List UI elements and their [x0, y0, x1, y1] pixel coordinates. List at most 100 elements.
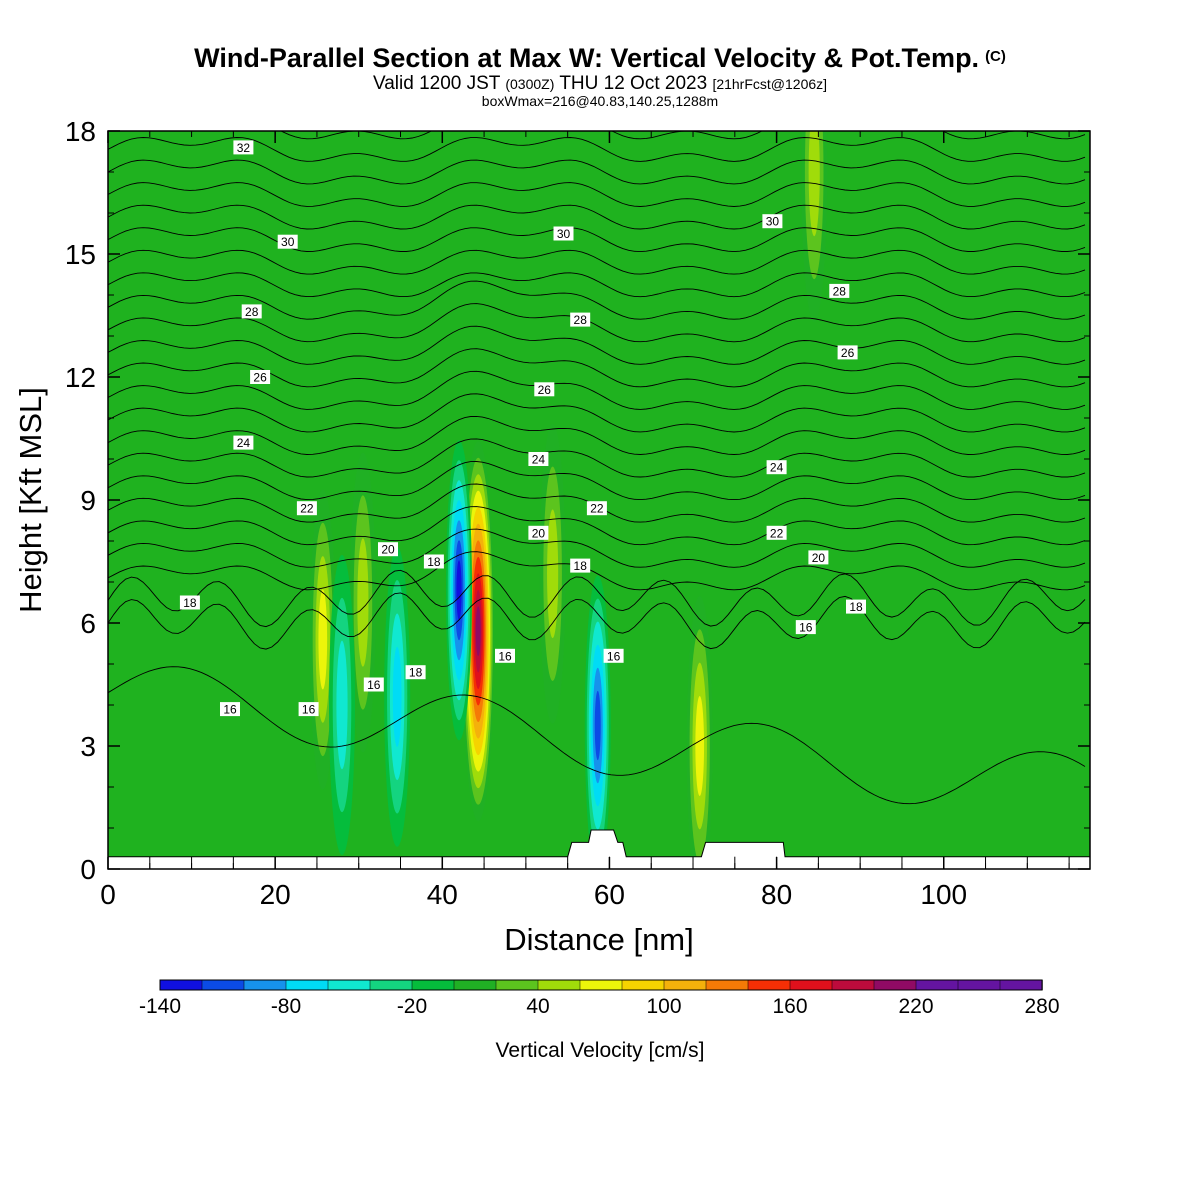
- contour-label-bg: [423, 554, 444, 569]
- contour-label-text: 16: [302, 703, 316, 717]
- contour-label-bg: [405, 665, 426, 680]
- contour-label-bg: [553, 226, 574, 241]
- contour-label-bg: [363, 677, 384, 692]
- copyright-mark: (C): [985, 48, 1006, 65]
- colorbar-segment: [285, 979, 329, 991]
- contour-label: 16: [298, 702, 319, 717]
- contour-label: 28: [570, 312, 591, 327]
- theta-contour: [108, 204, 1086, 230]
- contour-label-text: 18: [183, 596, 197, 610]
- y-tick-label: 18: [65, 116, 96, 147]
- forecast-info: [21hrFcst@1206z]: [712, 76, 828, 92]
- contour-label-bg: [808, 550, 829, 565]
- contour-label-text: 20: [532, 526, 546, 540]
- x-tick-label: 40: [427, 879, 458, 910]
- contour-label-bg: [534, 382, 555, 397]
- chart-title: Wind-Parallel Section at Max W: Vertical…: [0, 43, 1200, 74]
- contour-label-text: 20: [812, 551, 826, 565]
- contour-label-bg: [233, 435, 254, 450]
- contour-labels: 32 30 30 30 28 28 28 26 26 26 24 24 24 22 22 22 20 20 20 18…: [179, 140, 866, 717]
- contour-label-bg: [179, 595, 200, 610]
- velocity-cell: [384, 546, 411, 847]
- contour-label: 16: [795, 620, 816, 635]
- colorbar-tick-label: -80: [271, 995, 301, 1018]
- colorbar-segment: [327, 979, 371, 991]
- velocity-cell: [309, 489, 336, 790]
- contour-label: 24: [528, 452, 549, 467]
- colorbar-label: Vertical Velocity [cm/s]: [496, 1039, 705, 1062]
- contour-label-bg: [528, 452, 549, 466]
- velocity-cell: [349, 452, 376, 753]
- velocity-band: [808, 131, 820, 237]
- contour-label: 28: [241, 304, 262, 319]
- velocity-cell: [584, 575, 611, 869]
- contour-label-bg: [220, 702, 240, 717]
- y-tick-label: 12: [65, 362, 96, 393]
- contour-label: 22: [296, 501, 317, 516]
- contour-label: 24: [233, 435, 254, 450]
- velocity-cell: [801, 131, 828, 322]
- contour-label-bg: [766, 460, 787, 475]
- contour-label-text: 16: [607, 649, 621, 663]
- potential-temperature-contours: [108, 131, 1086, 805]
- y-tick-label: 15: [65, 239, 96, 270]
- colorbar-segment: [201, 979, 245, 991]
- contour-label-bg: [378, 542, 398, 557]
- contour-label-bg: [829, 283, 850, 298]
- x-axis-label: Distance [nm]: [504, 922, 694, 957]
- colorbar-tick-label: 100: [646, 995, 681, 1018]
- velocity-band: [456, 560, 462, 621]
- contour-label: 22: [766, 525, 787, 540]
- contour-label-text: 26: [538, 383, 552, 397]
- colorbar-segment: [411, 979, 455, 991]
- velocity-band: [336, 640, 348, 770]
- contour-label-bg: [250, 370, 271, 384]
- colorbar-segment: [243, 979, 287, 991]
- x-tick-label: 20: [260, 879, 291, 910]
- colorbar-tick-label: 40: [526, 995, 549, 1018]
- contour-label: 30: [277, 234, 298, 249]
- theta-contour: [108, 303, 1086, 343]
- contour-label-bg: [298, 702, 319, 717]
- contour-label-bg: [277, 234, 298, 249]
- theta-contour: [108, 227, 1086, 253]
- contour-label: 16: [363, 677, 384, 692]
- y-tick-label: 0: [80, 854, 96, 885]
- contour-label: 18: [405, 665, 426, 680]
- velocity-band: [547, 509, 559, 639]
- contour-label: 28: [829, 283, 850, 298]
- theta-contour: [108, 249, 1086, 275]
- colorbar-segment: [579, 979, 623, 991]
- theta-contour: [108, 438, 1086, 478]
- velocity-cell: [446, 440, 473, 741]
- colorbar-frame: [159, 979, 1043, 991]
- colorbar-segment: [495, 979, 539, 991]
- terrain-profile: [108, 829, 1090, 869]
- contour-label-bg: [837, 345, 858, 360]
- contour-label: 16: [603, 648, 624, 663]
- contour-label-text: 24: [770, 461, 784, 475]
- contour-label-text: 24: [532, 453, 546, 467]
- velocity-cell: [686, 596, 713, 869]
- contour-label-text: 16: [498, 649, 512, 663]
- contour-label-text: 22: [590, 502, 604, 516]
- valid-date: THU 12 Oct 2023: [559, 73, 708, 94]
- contour-label-bg: [846, 599, 866, 614]
- vertical-velocity-field: [108, 131, 1090, 869]
- contour-label: 18: [570, 558, 591, 573]
- box-wmax-info: boxWmax=216@40.83,140.25,1288m: [481, 93, 719, 109]
- contour-label-bg: [766, 525, 787, 540]
- contour-label-text: 18: [427, 555, 441, 569]
- contour-label: 16: [220, 702, 240, 717]
- contour-label-text: 18: [574, 559, 588, 573]
- contour-label-text: 16: [799, 621, 813, 635]
- theta-contour: [108, 280, 1086, 320]
- contour-label-text: 26: [253, 371, 267, 385]
- contour-label-text: 20: [381, 543, 395, 557]
- contour-label-bg: [603, 648, 624, 663]
- x-tick-label: 80: [761, 879, 792, 910]
- velocity-band: [695, 696, 705, 796]
- colorbar-segment: [705, 979, 749, 991]
- y-tick-label: 6: [80, 608, 96, 639]
